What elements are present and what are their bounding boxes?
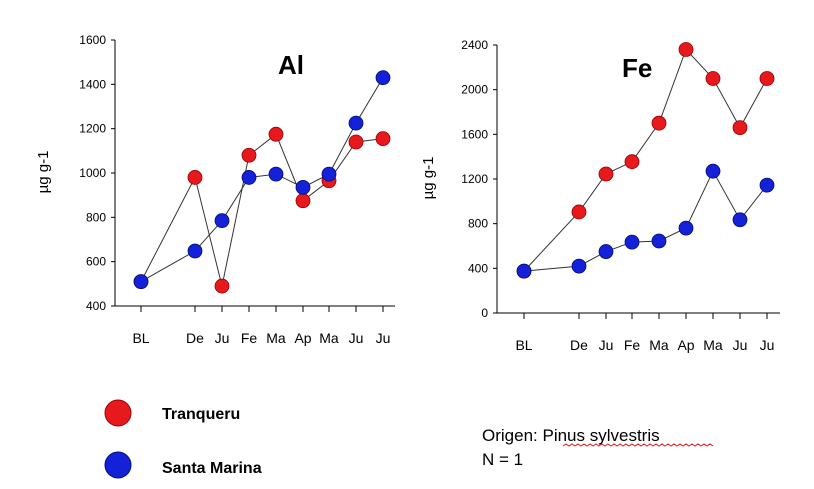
- legend-label-tranqueru: Tranqueru: [162, 406, 240, 423]
- legend: Tranqueru Santa Marina: [104, 399, 262, 479]
- fe-panel-title: Fe: [622, 53, 652, 83]
- fe-x-tick-label: Ju: [760, 337, 775, 353]
- legend-marker-santa-marina: [104, 451, 132, 479]
- al-y-axis-label: µg g-1: [35, 151, 52, 194]
- origin-note-line2: N = 1: [482, 450, 523, 469]
- fe-y-tick-label: 0: [481, 306, 488, 320]
- fe-point-tranqueru: [651, 115, 667, 131]
- al-point-tranqueru: [187, 170, 203, 185]
- fe-point-santa-marina: [759, 177, 775, 193]
- al-x-tick-label: Ap: [294, 330, 311, 346]
- fe-point-tranqueru: [732, 120, 748, 136]
- al-point-santa-marina: [214, 213, 230, 229]
- origin-note-prefix: Origen:: [482, 426, 542, 445]
- al-x-tick-label: Ju: [215, 330, 230, 346]
- al-panel-title: Al: [278, 50, 304, 80]
- fe-x-tick-label: Ju: [733, 337, 748, 353]
- origin-note-line1: Origen: Pinus sylvestris: [482, 426, 660, 445]
- fe-point-santa-marina: [651, 233, 667, 249]
- fe-marks: 0 400 800 1200 1600 2000 2400 BL De Ju Fe Ma Ap Ma Ju J…: [461, 38, 775, 353]
- legend-marker-tranqueru: [104, 399, 132, 427]
- fe-y-tick-label: 2400: [461, 38, 488, 52]
- al-point-santa-marina: [321, 166, 337, 182]
- fe-y-tick-label: 1200: [461, 172, 488, 186]
- al-point-santa-marina: [187, 243, 203, 259]
- al-point-santa-marina: [295, 180, 311, 195]
- fe-x-tick-label: De: [570, 337, 588, 353]
- fe-point-tranqueru: [705, 71, 721, 86]
- al-point-tranqueru: [295, 193, 311, 209]
- fe-point-tranqueru: [598, 166, 614, 182]
- al-marks: 400 600 800 1000 1200 1400 1600 BL De Ju Fe Ma Ap Ma J…: [79, 33, 391, 346]
- al-y-tick-label: 1200: [79, 122, 106, 136]
- al-point-tranqueru: [268, 126, 284, 142]
- legend-label-santa-marina: Santa Marina: [162, 460, 262, 477]
- fe-point-santa-marina: [678, 220, 694, 236]
- fe-series-line-santa-marina: [523, 170, 768, 272]
- fe-y-axis-label: µg g-1: [420, 157, 437, 200]
- al-point-santa-marina: [133, 274, 149, 290]
- fe-y-tick-label: 400: [468, 261, 488, 275]
- fe-point-santa-marina: [571, 258, 587, 274]
- al-y-tick-label: 800: [86, 210, 106, 224]
- al-series-line-santa-marina: [140, 77, 384, 283]
- fe-point-tranqueru: [571, 204, 587, 220]
- origin-note-species: Pinus sylvestris: [542, 426, 659, 445]
- al-y-tick-label: 600: [86, 255, 106, 269]
- fe-x-tick-label: Ma: [649, 337, 669, 353]
- al-x-tick-label: Fe: [241, 330, 258, 346]
- fe-y-tick-label: 2000: [461, 83, 488, 97]
- al-x-tick-label: Ma: [319, 330, 339, 346]
- fe-x-tick-label: Fe: [624, 337, 641, 353]
- fe-x-tick-label: Ma: [703, 337, 723, 353]
- spellcheck-underline: [562, 443, 714, 447]
- fe-x-tick-label: Ap: [677, 337, 694, 353]
- al-x-tick-label: BL: [132, 330, 149, 346]
- al-series-line-tranqueru: [140, 133, 384, 287]
- al-panel: Al µg g-1 400 600 800 1000 1200 1400 1600 BL De J…: [35, 33, 395, 346]
- fe-point-tranqueru: [678, 42, 694, 57]
- al-point-tranqueru: [214, 278, 230, 294]
- al-y-tick-label: 1400: [79, 77, 106, 91]
- origin-note: Origen: Pinus sylvestris N = 1: [482, 426, 714, 469]
- al-point-santa-marina: [375, 70, 391, 86]
- al-x-tick-label: De: [186, 330, 204, 346]
- fe-point-santa-marina: [732, 212, 748, 228]
- al-x-tick-label: Ma: [266, 330, 286, 346]
- al-point-santa-marina: [241, 170, 257, 185]
- fe-point-tranqueru: [759, 71, 775, 86]
- al-x-tick-label: Ju: [349, 330, 364, 346]
- fe-y-tick-label: 1600: [461, 127, 488, 141]
- al-y-tick-label: 400: [86, 299, 106, 313]
- al-point-tranqueru: [348, 134, 364, 150]
- al-point-tranqueru: [375, 131, 391, 147]
- fe-x-tick-label: BL: [515, 337, 532, 353]
- al-y-tick-label: 1000: [79, 166, 106, 180]
- fe-x-tick-label: Ju: [599, 337, 614, 353]
- fe-point-santa-marina: [705, 163, 721, 179]
- fe-point-santa-marina: [516, 263, 532, 279]
- fe-point-tranqueru: [624, 154, 640, 170]
- fe-point-santa-marina: [624, 234, 640, 250]
- al-point-santa-marina: [348, 115, 364, 131]
- fe-panel: Fe µg g-1 0 400 800 1200 1600 2000 2400 BL De Ju F…: [420, 38, 780, 353]
- al-x-tick-label: Ju: [376, 330, 391, 346]
- al-point-santa-marina: [268, 166, 284, 182]
- al-point-tranqueru: [241, 147, 257, 163]
- al-y-tick-label: 1600: [79, 33, 106, 47]
- fe-y-tick-label: 800: [468, 217, 488, 231]
- fe-point-santa-marina: [598, 244, 614, 259]
